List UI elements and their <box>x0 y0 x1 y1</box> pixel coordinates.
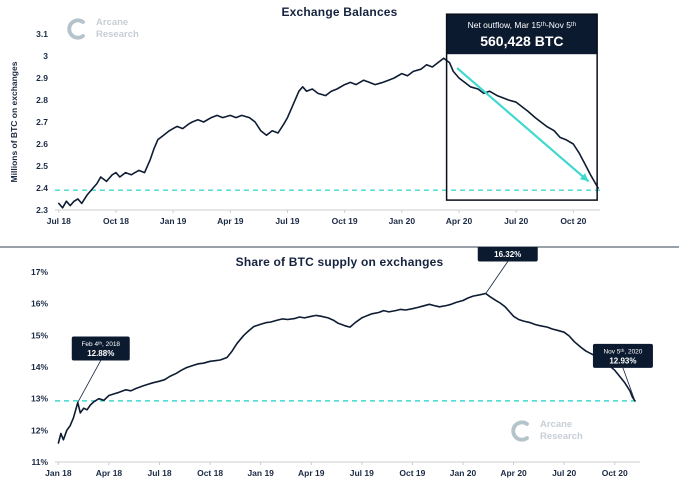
x-tick-label: Jan 19 <box>160 216 187 226</box>
arcane-watermark-line2: Research <box>540 431 583 442</box>
callout-date: Feb 4ᵗʰ, 2018 <box>81 341 120 348</box>
arcane-watermark-line2: Research <box>96 29 139 40</box>
outflow-arrow <box>456 67 590 183</box>
callout-date: Feb 11ᵗʰ 2020 <box>488 247 528 249</box>
y-tick-label: 2.6 <box>36 139 48 149</box>
x-tick-label: Apr 19 <box>217 216 244 226</box>
arcane-watermark-line1: Arcane <box>96 17 129 29</box>
y-tick-label: 13% <box>31 394 48 404</box>
outflow-label-line1: Net outflow, Mar 15ᵗʰ-Nov 5ᵗʰ <box>468 20 577 30</box>
y-tick-label: 2.5 <box>36 161 48 171</box>
callout-value: 16.32% <box>494 250 521 259</box>
x-tick-label: Oct 19 <box>332 216 358 226</box>
y-tick-label: 14% <box>31 362 48 372</box>
arcane-watermark-text: Arcane Research <box>540 419 583 443</box>
series-line <box>57 292 636 444</box>
x-tick-label: Oct 19 <box>399 468 425 478</box>
x-tick-label: Jul 18 <box>47 216 71 226</box>
btc-supply-share-title: Share of BTC supply on exchanges <box>235 255 444 269</box>
arcane-research-watermark-bottom: Arcane Research <box>508 418 583 444</box>
x-tick-label: Oct 20 <box>602 468 628 478</box>
x-tick-label: Apr 19 <box>298 468 325 478</box>
y-tick-label: 2.3 <box>36 205 48 215</box>
callout-box <box>71 336 130 361</box>
outflow-label-line2: 560,428 BTC <box>480 33 563 49</box>
y-tick-label: 2.8 <box>36 95 48 105</box>
y-tick-label: 2.7 <box>36 117 48 127</box>
arcane-logo-icon <box>67 18 85 40</box>
callout-value: 12.93% <box>609 356 636 365</box>
y-tick-label: 3 <box>43 51 48 61</box>
y-tick-label: 17% <box>31 267 48 277</box>
callout-box <box>592 343 653 368</box>
x-tick-label: Jan 19 <box>247 468 274 478</box>
x-tick-label: Jan 18 <box>45 468 72 478</box>
x-tick-label: Apr 20 <box>500 468 527 478</box>
x-tick-label: Apr 18 <box>96 468 123 478</box>
exchange-balances-title: Exchange Balances <box>281 5 398 19</box>
btc-supply-share-plot: 17% 16% 15% 14% 13% 12% 11%Jan 18 Apr 18 Jul 18 O… <box>31 247 653 478</box>
x-tick-label: Oct 18 <box>103 216 129 226</box>
series-line <box>57 57 599 209</box>
y-tick-label: 2.9 <box>36 73 48 83</box>
y-tick-label: 2.4 <box>36 183 48 193</box>
x-tick-label: Oct 18 <box>197 468 223 478</box>
section-divider <box>0 246 679 248</box>
callout-date: Nov 5ᵗʰ, 2020 <box>603 348 642 355</box>
y-tick-label: 15% <box>31 330 48 340</box>
callout-value: 12.88% <box>87 349 114 358</box>
outflow-highlight-box <box>445 13 598 201</box>
arcane-logo-icon <box>511 420 529 442</box>
x-tick-label: Jul 18 <box>147 468 171 478</box>
x-tick-label: Oct 20 <box>560 216 586 226</box>
x-tick-label: Jan 20 <box>389 216 416 226</box>
y-tick-label: 11% <box>31 457 48 467</box>
x-tick-label: Jul 19 <box>350 468 374 478</box>
callout-box <box>477 247 538 262</box>
x-tick-label: Jul 19 <box>275 216 299 226</box>
outflow-label-box <box>446 14 598 55</box>
y-tick-label: 3.1 <box>36 29 48 39</box>
outflow-arrowhead <box>579 173 589 182</box>
y-tick-label: 16% <box>31 299 48 309</box>
arcane-watermark-line1: Arcane <box>540 419 573 431</box>
x-tick-label: Jul 20 <box>504 216 528 226</box>
x-tick-label: Jan 20 <box>450 468 477 478</box>
arcane-watermark-text: Arcane Research <box>96 17 139 41</box>
x-tick-label: Apr 20 <box>446 216 473 226</box>
x-tick-label: Jul 20 <box>552 468 576 478</box>
y-tick-label: 12% <box>31 425 48 435</box>
arcane-research-watermark-top: Arcane Research <box>64 16 139 42</box>
